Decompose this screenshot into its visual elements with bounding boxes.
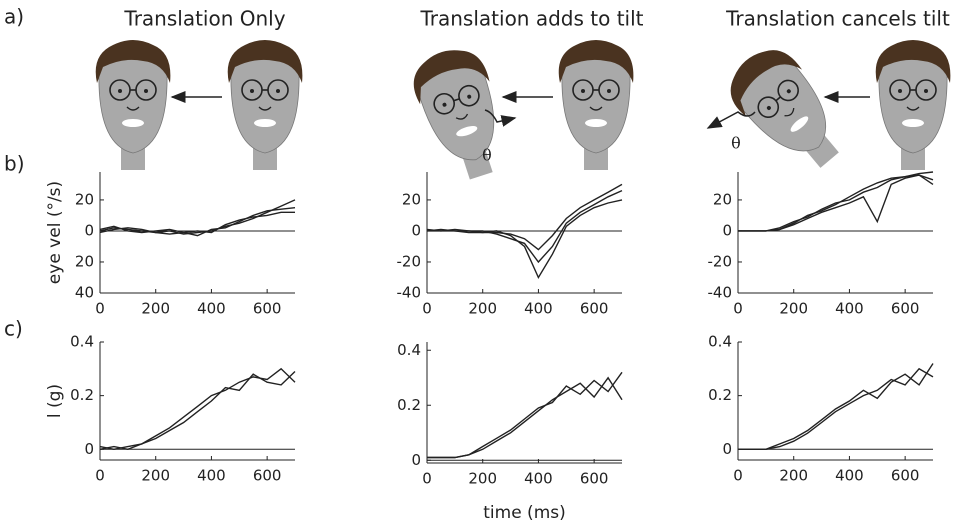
x-tick-label: 0 (733, 300, 743, 318)
x-tick-label: 200 (141, 467, 170, 485)
y-tick-label: 0.4 (397, 341, 421, 359)
y-tick-label: -40 (397, 284, 422, 302)
y-tick-label: 0 (411, 451, 421, 469)
panel-label: c) (4, 317, 23, 341)
x-tick-label: 200 (468, 470, 497, 488)
x-tick-label: 400 (524, 470, 553, 488)
x-tick-label: 600 (253, 300, 282, 318)
x-tick-label: 200 (141, 300, 170, 318)
y-tick-label: 0.2 (70, 386, 94, 404)
y-tick-label: 20 (402, 190, 421, 208)
x-tick-label: 600 (891, 300, 920, 318)
theta-label: θ (482, 146, 492, 165)
y-axis-label: eye vel (°/s) (45, 181, 65, 284)
x-tick-label: 0 (95, 300, 105, 318)
trace (427, 371, 623, 459)
column-title: Translation cancels tilt (725, 7, 950, 31)
y-tick-label: -40 (708, 284, 733, 302)
y-tick-label: 0 (411, 221, 421, 239)
y-tick-label: 0 (722, 440, 732, 458)
column-title: Translation adds to tilt (420, 7, 644, 31)
y-tick-label: 0.2 (708, 386, 732, 404)
y-tick-label: 0 (84, 440, 94, 458)
trace (738, 171, 934, 232)
x-tick-label: 600 (891, 467, 920, 485)
trace (426, 183, 623, 251)
theta-label: θ (731, 134, 741, 153)
trace (738, 174, 934, 232)
panel-label: b) (4, 152, 25, 176)
x-axis-label: time (ms) (483, 503, 566, 523)
trace (738, 363, 934, 450)
y-tick-label: -20 (708, 252, 733, 270)
y-tick-label: 20 (713, 190, 732, 208)
x-tick-label: 600 (580, 300, 609, 318)
x-tick-label: 0 (422, 470, 432, 488)
x-tick-label: 400 (835, 467, 864, 485)
x-tick-label: 200 (779, 300, 808, 318)
trace (427, 376, 623, 459)
y-tick-label: 0 (84, 221, 94, 239)
x-tick-label: 600 (580, 470, 609, 488)
trace (99, 211, 295, 235)
x-tick-label: 400 (524, 300, 553, 318)
x-tick-label: 200 (468, 300, 497, 318)
y-tick-label: 20 (75, 190, 94, 208)
x-tick-label: 0 (95, 467, 105, 485)
x-tick-label: 400 (197, 467, 226, 485)
x-tick-label: 400 (197, 300, 226, 318)
trace (738, 174, 934, 232)
x-tick-label: 0 (733, 467, 743, 485)
y-axis-label: l (g) (45, 384, 65, 418)
trace (427, 199, 623, 280)
trace (99, 370, 296, 451)
y-tick-label: 0.2 (397, 396, 421, 414)
illustration (94, 35, 952, 189)
y-tick-label: 0.4 (70, 333, 94, 351)
trace (99, 199, 296, 235)
trace (99, 207, 296, 237)
x-tick-label: 600 (253, 467, 282, 485)
trace (99, 367, 296, 451)
x-tick-label: 400 (835, 300, 864, 318)
y-tick-label: -20 (397, 252, 422, 270)
y-tick-label: 0.4 (708, 333, 732, 351)
y-tick-label: 40 (75, 284, 94, 302)
trace (738, 367, 934, 450)
y-tick-label: 0 (722, 221, 732, 239)
panel-label: a) (4, 5, 24, 29)
x-tick-label: 0 (422, 300, 432, 318)
x-tick-label: 200 (779, 467, 808, 485)
column-title: Translation Only (123, 7, 285, 31)
y-tick-label: 20 (75, 252, 94, 270)
